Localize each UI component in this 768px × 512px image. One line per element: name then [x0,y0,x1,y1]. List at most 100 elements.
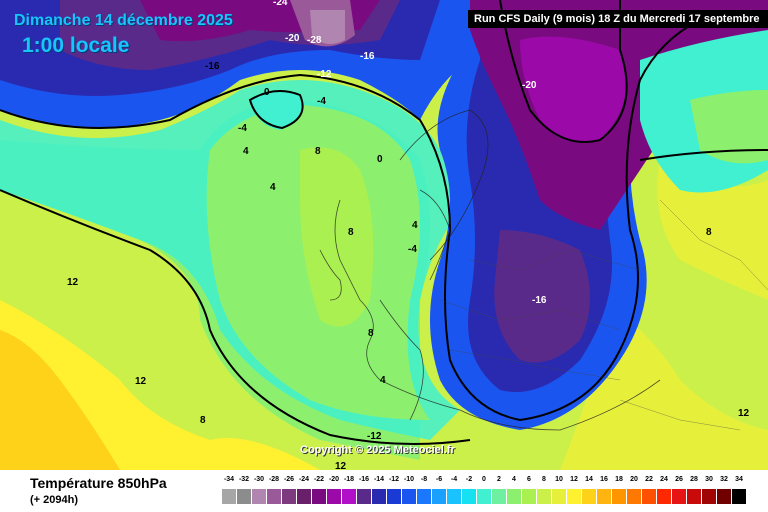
legend-color-swatch [717,489,732,504]
map-label-12: 4 [270,182,276,193]
lead-time: (+ 2094h) [30,494,78,506]
legend-tick-label: -20 [328,476,340,483]
map-label-7: 0 [264,87,270,98]
legend-color-swatch [687,489,702,504]
border-line-4 [659,199,768,291]
map-label-23: 12 [335,461,347,470]
map-label-5: -16 [360,51,375,62]
isotherm-0c-north [0,19,701,422]
map-label-4: -12 [317,69,332,80]
coastline-france [379,299,424,421]
map-label-3: -24 [273,0,288,8]
legend-color-swatch [612,489,627,504]
copyright-notice: Copyright © 2025 Meteociel.fr [300,444,455,456]
footer: Température 850hPa (+ 2094h) -34 -32 -30 -2… [0,470,768,512]
legend-color-swatch [537,489,552,504]
legend-tick-label: 28 [690,476,698,483]
map-label-2: -28 [307,35,322,46]
coastline-mediterranean [379,379,661,431]
legend-ticks: -34 -32 -30 -28 -26 -24 -22 -20 -18 -16 -14 -12 -10-… [222,476,752,488]
legend-tick-label: 22 [645,476,653,483]
forecast-time: 1:00 locale [22,34,130,57]
legend-tick-label: -18 [343,476,355,483]
legend-tick-label: 26 [675,476,683,483]
temperature-map: -16 -20 -28 -24 -12 -16 -20 0 -4 4 8 0 4… [0,0,768,470]
legend-tick-label: -2 [465,476,473,483]
border-line-1 [439,299,621,331]
legend-color-swatch [402,489,417,504]
legend-color-swatch [567,489,582,504]
legend-color-swatch [237,489,252,504]
legend-tick-label: -12 [388,476,400,483]
legend-tick-label: 16 [600,476,608,483]
legend-color-swatch [267,489,282,504]
legend-color-swatch [297,489,312,504]
legend-tick-label: 4 [512,476,516,483]
legend-color-swatch [597,489,612,504]
isotherm-0c-east [639,149,768,161]
run-info-banner: Run CFS Daily (9 mois) 18 Z du Mercredi … [468,10,768,28]
coastline-ireland [319,249,342,301]
coastline-baltic [419,189,451,281]
legend-color-swatch [627,489,642,504]
border-line-2 [469,249,641,271]
legend-color-swatch [372,489,387,504]
map-canvas [0,0,768,470]
isotherm-0c-greenland [248,90,304,130]
map-label-21: 4 [380,375,386,386]
map-label-20: 8 [368,328,374,339]
coastline-britain [334,199,381,381]
map-label-26: -4 [408,244,417,255]
map-label-11: 0 [377,154,383,165]
legend-tick-label: -8 [420,476,428,483]
legend-tick-label: 2 [497,476,501,483]
map-label-19: 8 [200,415,206,426]
color-legend: -34 -32 -30 -28 -26 -24 -22 -20 -18 -16 -14 -12 -10-… [222,476,752,508]
map-label-18: 12 [135,376,147,387]
legend-tick-label: -26 [283,476,295,483]
legend-tick-label: -10 [403,476,415,483]
legend-color-swatch [327,489,342,504]
legend-color-swatch [462,489,477,504]
legend-tick-label: -34 [223,476,235,483]
legend-tick-label: -30 [253,476,265,483]
map-label-24: 12 [738,408,750,419]
map-label-0: -16 [205,61,220,72]
legend-color-swatch [582,489,597,504]
legend-tick-label: 8 [542,476,546,483]
parameter-title: Température 850hPa [30,475,167,491]
coastlines [319,109,661,431]
legend-tick-label: 6 [527,476,531,483]
map-label-25: 8 [706,227,712,238]
arctic-spot-center [310,10,345,44]
legend-tick-label: -6 [435,476,443,483]
mild-zone-east [690,90,768,164]
legend-tick-label: 14 [585,476,593,483]
legend-tick-label: 32 [720,476,728,483]
isotherm-0c-south [0,189,471,445]
borders [439,199,768,431]
legend-tick-label: -28 [268,476,280,483]
legend-color-swatch [222,489,237,504]
legend-color-swatch [387,489,402,504]
mild-zone-uk [300,147,374,327]
legend-color-swatch [732,489,747,504]
legend-tick-label: 24 [660,476,668,483]
map-label-9: 4 [243,146,249,157]
legend-bar [222,489,747,504]
legend-tick-label: 30 [705,476,713,483]
legend-tick-label: 20 [630,476,638,483]
forecast-date: Dimanche 14 décembre 2025 [14,12,233,29]
warm-zone-east [657,160,768,300]
legend-color-swatch [477,489,492,504]
map-label-6: -20 [522,80,537,91]
map-label-8: -4 [238,123,247,134]
legend-color-swatch [552,489,567,504]
legend-color-swatch [702,489,717,504]
legend-tick-label: -24 [298,476,310,483]
legend-tick-label: 10 [555,476,563,483]
coastline-scandinavia [399,109,489,261]
cold-core-central-europe [494,230,590,363]
legend-color-swatch [642,489,657,504]
legend-color-swatch [672,489,687,504]
